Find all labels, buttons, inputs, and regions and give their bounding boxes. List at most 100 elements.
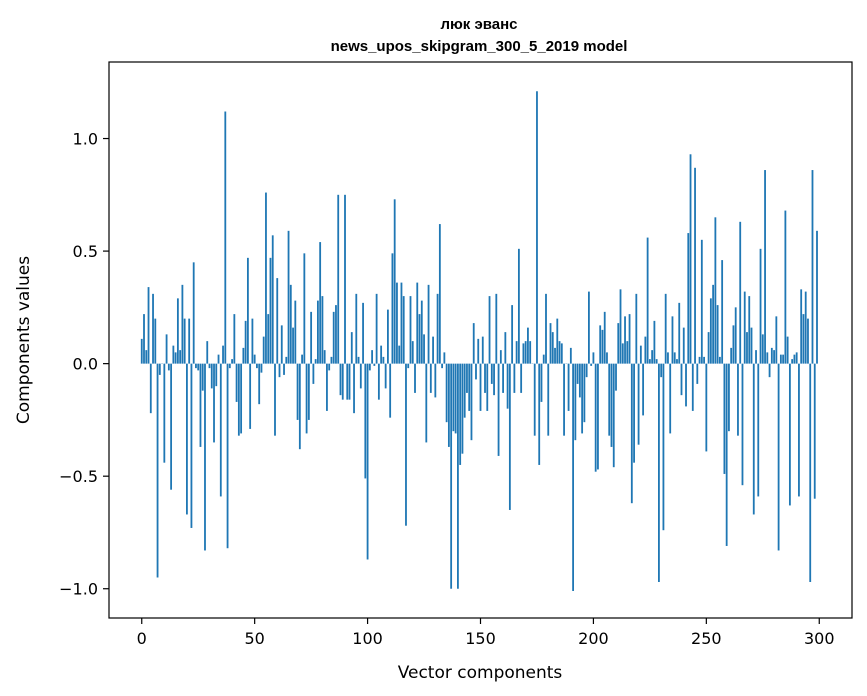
bar-225 — [648, 359, 651, 364]
bar-106 — [380, 345, 383, 364]
bar-264 — [737, 363, 739, 436]
bar-122 — [416, 282, 419, 364]
bar-41 — [233, 314, 236, 364]
bar-137 — [450, 363, 453, 589]
bar-98 — [362, 302, 364, 364]
bar-116 — [402, 296, 405, 364]
bar-204 — [601, 329, 604, 364]
bar-49 — [251, 318, 254, 364]
x-tick-label: 300 — [804, 629, 835, 648]
bar-288 — [791, 359, 794, 364]
bar-221 — [639, 345, 642, 364]
bar-195 — [581, 363, 584, 434]
bar-265 — [739, 221, 742, 364]
bar-2 — [145, 350, 148, 364]
bar-266 — [741, 363, 744, 486]
bar-92 — [348, 363, 351, 400]
bar-191 — [572, 363, 574, 591]
bar-64 — [285, 356, 288, 364]
y-axis-label: Components values — [14, 256, 34, 424]
bar-287 — [788, 363, 791, 506]
bar-138 — [452, 363, 455, 432]
bar-222 — [642, 363, 645, 416]
bar-25 — [197, 363, 200, 371]
bar-186 — [560, 343, 563, 364]
bar-203 — [599, 325, 602, 364]
bar-161 — [504, 332, 507, 364]
bar-1 — [143, 314, 145, 364]
bar-115 — [400, 282, 403, 364]
bar-135 — [445, 363, 448, 423]
bar-177 — [540, 363, 543, 402]
bar-230 — [660, 363, 663, 378]
bar-17 — [179, 350, 182, 364]
bar-228 — [655, 359, 658, 364]
bar-227 — [653, 320, 656, 364]
bar-273 — [757, 363, 760, 497]
bar-159 — [499, 350, 502, 364]
bar-238 — [678, 302, 681, 364]
bar-120 — [411, 341, 414, 364]
bar-216 — [628, 314, 631, 364]
bar-189 — [567, 363, 570, 411]
bar-94 — [353, 363, 355, 414]
bar-152 — [484, 363, 486, 393]
bar-52 — [258, 363, 261, 405]
bar-82 — [326, 363, 328, 411]
bar-47 — [246, 257, 249, 364]
bar-289 — [793, 354, 796, 364]
bar-56 — [267, 314, 270, 364]
bar-162 — [506, 363, 509, 409]
bar-149 — [477, 338, 480, 364]
bar-105 — [377, 363, 380, 400]
bar-121 — [414, 363, 416, 393]
chart-title: люк эванс — [440, 16, 517, 33]
y-tick-label: 0.0 — [73, 355, 98, 374]
bar-21 — [188, 318, 191, 364]
bar-130 — [434, 363, 437, 398]
bar-196 — [583, 363, 586, 423]
bar-48 — [249, 363, 252, 429]
bar-246 — [696, 363, 699, 384]
bar-62 — [280, 325, 283, 364]
bar-168 — [520, 363, 523, 393]
bar-214 — [624, 316, 626, 364]
bar-78 — [316, 300, 319, 364]
x-tick-label: 0 — [137, 629, 147, 648]
bar-58 — [271, 235, 274, 364]
bar-43 — [237, 363, 240, 436]
bar-4 — [149, 363, 152, 414]
bar-157 — [495, 293, 498, 364]
bar-276 — [764, 170, 766, 364]
bar-153 — [486, 363, 489, 411]
bar-281 — [775, 316, 778, 364]
bar-251 — [707, 332, 710, 364]
bar-245 — [694, 167, 696, 364]
bar-101 — [368, 363, 371, 371]
bar-81 — [323, 350, 326, 364]
bar-268 — [746, 332, 748, 364]
bar-36 — [222, 345, 224, 364]
bar-298 — [813, 363, 816, 499]
bar-294 — [804, 291, 807, 364]
bar-263 — [734, 307, 737, 364]
bar-126 — [425, 363, 428, 443]
bar-65 — [287, 230, 290, 364]
bar-235 — [671, 316, 674, 364]
x-tick-label: 200 — [578, 629, 609, 648]
bar-118 — [407, 363, 410, 369]
bar-87 — [337, 194, 340, 364]
bar-144 — [466, 363, 468, 393]
bar-211 — [617, 323, 620, 364]
bar-141 — [459, 363, 462, 465]
bar-13 — [170, 363, 173, 490]
bar-234 — [669, 363, 672, 434]
bar-237 — [676, 359, 678, 364]
bar-11 — [165, 334, 168, 364]
bar-271 — [752, 363, 755, 515]
bar-199 — [590, 363, 593, 366]
bar-84 — [330, 356, 333, 364]
bar-63 — [283, 363, 285, 375]
bar-224 — [646, 237, 649, 364]
bar-68 — [294, 300, 297, 364]
